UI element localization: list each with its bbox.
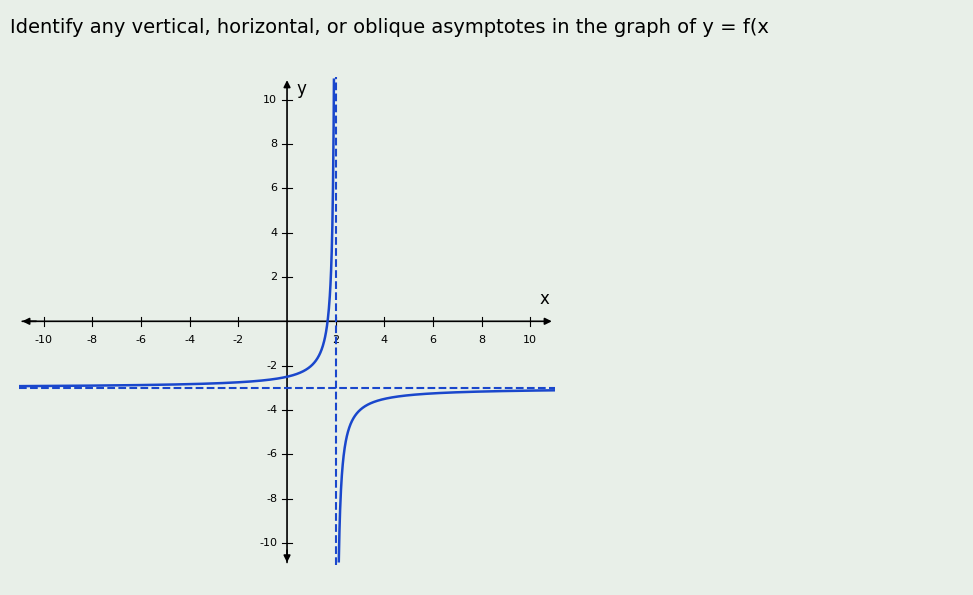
- Text: -4: -4: [184, 334, 196, 345]
- Text: -8: -8: [87, 334, 98, 345]
- Text: 4: 4: [380, 334, 388, 345]
- Text: -2: -2: [233, 334, 244, 345]
- Text: 2: 2: [270, 272, 277, 282]
- Text: 2: 2: [332, 334, 340, 345]
- Text: -2: -2: [267, 361, 277, 371]
- Text: 10: 10: [264, 95, 277, 105]
- Text: y: y: [297, 80, 306, 98]
- Text: 8: 8: [478, 334, 486, 345]
- Text: 6: 6: [429, 334, 437, 345]
- Text: 8: 8: [270, 139, 277, 149]
- Text: -6: -6: [267, 449, 277, 459]
- Text: -8: -8: [267, 494, 277, 504]
- Text: -10: -10: [260, 538, 277, 548]
- Text: Identify any vertical, horizontal, or oblique asymptotes in the graph of y = f(x: Identify any vertical, horizontal, or ob…: [10, 18, 769, 37]
- Text: -10: -10: [35, 334, 53, 345]
- Text: x: x: [540, 290, 550, 308]
- Text: 10: 10: [523, 334, 537, 345]
- Text: -4: -4: [267, 405, 277, 415]
- Text: -6: -6: [135, 334, 147, 345]
- Text: 4: 4: [270, 228, 277, 237]
- Text: 6: 6: [270, 183, 277, 193]
